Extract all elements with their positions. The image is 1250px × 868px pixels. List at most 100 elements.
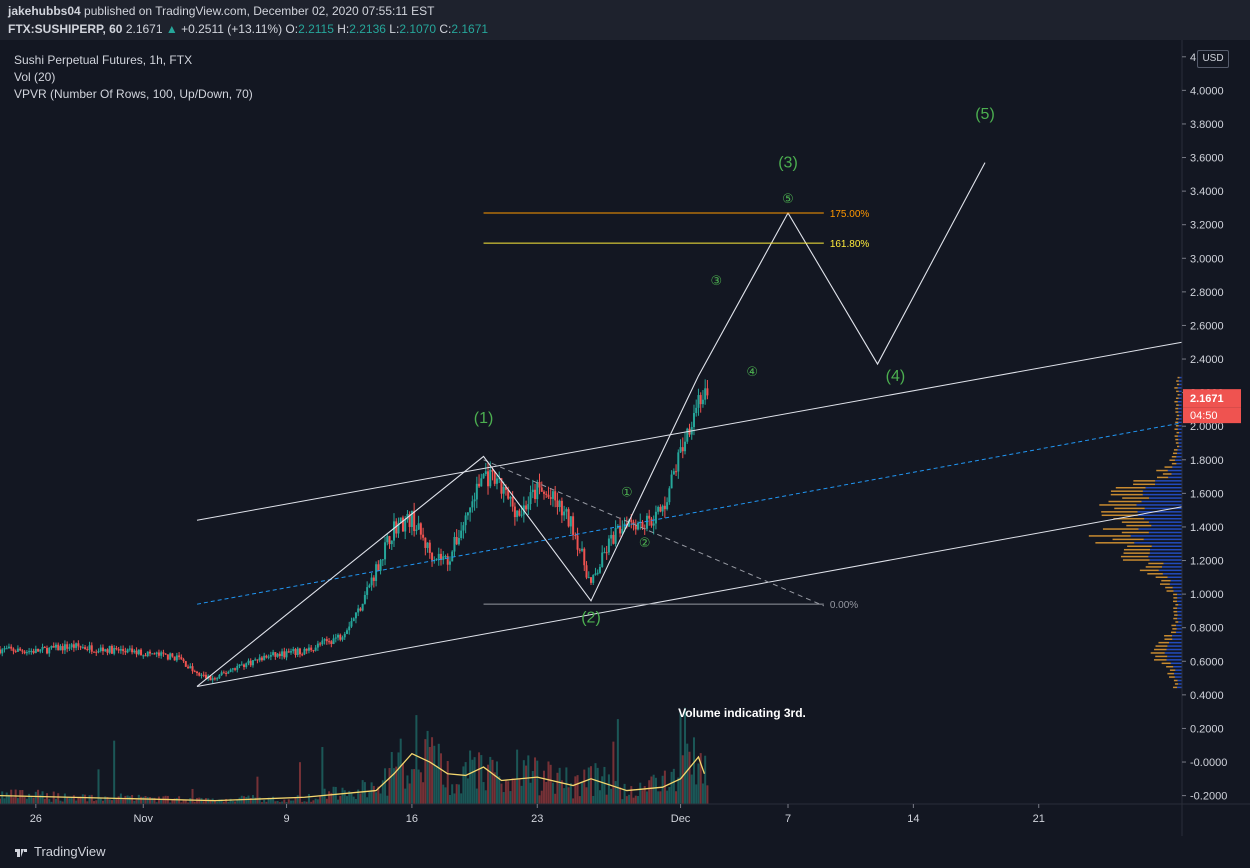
volume-profile-row <box>1176 383 1180 386</box>
candle-body <box>679 447 682 453</box>
volume-bar <box>175 797 178 804</box>
volume-profile-row <box>1169 459 1176 461</box>
candle-body <box>236 665 239 670</box>
candle-body <box>366 587 369 595</box>
candle-body <box>601 552 604 567</box>
volume-bar <box>413 769 416 804</box>
volume-bar <box>574 776 577 804</box>
candle-body <box>605 552 608 554</box>
volume-profile-row <box>1173 617 1178 620</box>
volume-bar <box>475 788 478 804</box>
price-tick-label: 3.8000 <box>1190 119 1224 131</box>
volume-bar <box>307 794 310 804</box>
candle-body <box>592 575 595 583</box>
volume-bar <box>283 799 286 804</box>
tradingview-brand[interactable]: TradingView <box>34 844 106 859</box>
author-name[interactable]: jakehubbs04 <box>8 4 81 18</box>
volume-bar <box>681 755 684 804</box>
volume-profile-row <box>1178 683 1182 685</box>
volume-bar <box>630 786 633 804</box>
volume-profile-row <box>1161 579 1171 582</box>
candle-body <box>350 621 353 627</box>
candle-body <box>21 650 24 652</box>
volume-bar <box>144 796 147 804</box>
volume-bar <box>1 791 4 804</box>
volume-profile-row <box>1156 469 1168 472</box>
candle-body <box>160 652 163 656</box>
candle-body <box>377 564 380 571</box>
volume-bar <box>659 791 662 804</box>
volume-bar <box>480 755 483 804</box>
candle-body <box>93 651 96 653</box>
candle-body <box>10 646 13 649</box>
volume-bar <box>54 798 57 804</box>
volume-bar <box>238 797 241 804</box>
volume-profile-row <box>1138 528 1182 530</box>
candle-body <box>1 649 4 654</box>
volume-profile-row <box>1176 390 1179 393</box>
volume-bar <box>623 783 626 804</box>
currency-button[interactable]: USD <box>1197 50 1229 68</box>
volume-profile-row <box>1177 593 1182 596</box>
candle-body <box>375 564 378 581</box>
volume-bar <box>619 787 622 804</box>
candle-body <box>650 518 653 526</box>
candle-body <box>554 491 557 501</box>
candle-body <box>5 648 8 650</box>
low-label: L: <box>389 22 400 36</box>
price-tick-label: 0.2000 <box>1190 723 1224 735</box>
candle-body <box>466 512 469 516</box>
volume-bar <box>352 796 355 804</box>
volume-profile-row <box>1179 445 1182 448</box>
volume-profile-row <box>1178 421 1182 424</box>
candle-body <box>227 671 230 674</box>
volume-bar <box>386 795 389 804</box>
price-chart[interactable]: 175.00% 161.80% 0.00% (1) (2) (3) (4) (5) ① ② ③ ④ ⑤ V… <box>0 40 1250 836</box>
volume-bar <box>498 776 501 804</box>
volume-profile-row <box>1099 504 1137 506</box>
candle-body <box>381 559 384 561</box>
volume-bar <box>34 791 37 804</box>
candle-body <box>155 652 158 654</box>
candle-body <box>231 668 234 670</box>
volume-profile-row <box>1172 635 1182 637</box>
volume-bar <box>388 768 391 804</box>
volume-bar <box>269 798 272 804</box>
volume-bar <box>527 755 530 804</box>
candle-body <box>290 651 293 653</box>
volume-profile-row <box>1178 397 1182 399</box>
volume-bar <box>140 796 143 804</box>
volume-profile-row <box>1178 390 1182 393</box>
volume-bar <box>99 798 102 804</box>
price-tick-label: 3.4000 <box>1190 186 1224 198</box>
volume-bar <box>334 786 337 804</box>
volume-bar <box>312 800 315 804</box>
candle-body <box>267 656 270 658</box>
volume-bar <box>265 801 268 804</box>
candle-body <box>43 647 46 649</box>
fib-level-label: 161.80% <box>830 239 870 250</box>
candle-body <box>157 652 160 656</box>
volume-profile-row <box>1171 624 1177 627</box>
volume-profile-row <box>1148 562 1164 565</box>
volume-profile-row <box>1113 517 1145 520</box>
volume-bar <box>339 795 342 804</box>
candle-body <box>16 648 19 652</box>
volume-profile-row <box>1095 542 1135 544</box>
volume-bar <box>455 784 458 804</box>
candle-body <box>260 657 263 661</box>
volume-profile-row <box>1178 621 1182 623</box>
volume-bar <box>57 793 60 804</box>
volume-bar <box>442 784 445 804</box>
candle-body <box>471 501 474 508</box>
volume-bar <box>444 787 447 804</box>
legend-volume: Vol (20) <box>14 70 56 84</box>
volume-bar <box>648 780 651 804</box>
volume-bar <box>196 797 198 804</box>
sub-wave-label: ⑤ <box>782 192 794 207</box>
candle-body <box>162 652 165 654</box>
price-tick-label: 0.4000 <box>1190 690 1224 702</box>
candle-body <box>354 612 357 619</box>
volume-bar <box>558 767 561 804</box>
candle-body <box>101 647 104 652</box>
